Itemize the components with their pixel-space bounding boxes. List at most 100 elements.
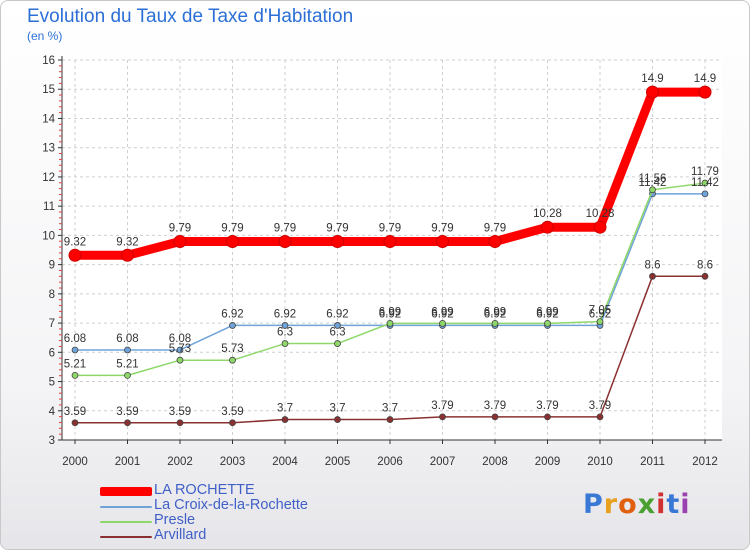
plot-area (62, 60, 722, 440)
data-point-la-croix-de-la-rochette (229, 322, 236, 329)
data-label-la-rochette: 9.79 (379, 223, 401, 235)
data-point-la-croix-de-la-rochette (334, 322, 341, 329)
y-tick-label: 7 (49, 318, 55, 330)
data-label-arvillard: 3.59 (221, 406, 243, 418)
data-label-arvillard: 8.6 (645, 259, 661, 271)
data-point-arvillard (386, 416, 394, 423)
series-lines (68, 85, 712, 427)
data-label-presle: 11.79 (691, 166, 719, 178)
logo-letter: t (666, 489, 681, 520)
data-label-arvillard: 8.6 (697, 259, 713, 271)
data-label-la-croix-de-la-rochette: 6.08 (116, 333, 138, 345)
data-point-la-rochette (121, 248, 134, 262)
x-tick-label: 2006 (377, 456, 403, 468)
data-label-arvillard: 3.59 (64, 406, 86, 418)
data-label-la-rochette: 9.79 (221, 223, 243, 235)
proxiti-logo: Proxiti (583, 489, 691, 520)
data-point-arvillard (649, 272, 656, 280)
data-label-la-croix-de-la-rochette: 11.42 (691, 177, 719, 189)
data-point-arvillard (229, 419, 236, 427)
y-tick-label: 12 (42, 172, 55, 184)
y-tick-label: 11 (43, 201, 55, 213)
x-tick-label: 2008 (482, 456, 508, 468)
logo-letter: i (656, 489, 667, 520)
data-point-presle (281, 340, 289, 347)
y-tick-label: 14 (42, 113, 55, 125)
data-point-presle (596, 318, 604, 326)
data-point-la-croix-de-la-rochette (701, 190, 709, 198)
data-label-arvillard: 3.59 (116, 406, 138, 418)
data-point-la-croix-de-la-rochette (281, 322, 289, 329)
y-tick-label: 5 (49, 377, 55, 389)
data-point-la-rochette (698, 85, 712, 99)
data-label-la-croix-de-la-rochette: 6.92 (326, 308, 348, 320)
data-label-la-rochette: 9.79 (431, 223, 453, 235)
data-label-la-croix-de-la-rochette: 6.92 (484, 308, 506, 320)
data-point-la-rochette (383, 235, 397, 249)
data-point-la-rochette (226, 235, 239, 249)
data-label-presle: 6.99 (431, 306, 453, 318)
data-label-la-rochette: 10.28 (586, 208, 615, 220)
y-tick-label: 15 (42, 84, 55, 96)
x-tick-label: 2002 (167, 456, 193, 468)
data-label-la-rochette: 9.79 (274, 223, 296, 235)
x-tick-label: 2000 (62, 456, 88, 468)
data-label-la-croix-de-la-rochette: 6.92 (589, 308, 611, 320)
y-tick-label: 16 (42, 55, 55, 67)
data-point-presle (176, 356, 184, 364)
data-point-la-rochette (331, 235, 344, 249)
y-tick-label: 13 (42, 143, 55, 155)
data-label-presle: 6.99 (536, 306, 558, 318)
logo-letter: r (603, 489, 619, 520)
data-label-la-croix-de-la-rochette: 6.08 (64, 333, 86, 345)
logo-letter: P (583, 489, 604, 520)
data-label-la-rochette: 10.28 (533, 208, 562, 220)
data-point-arvillard (334, 416, 341, 423)
legend-swatch (100, 506, 152, 508)
x-tick-label: 2001 (115, 456, 141, 468)
data-point-la-rochette (541, 220, 554, 234)
data-point-la-rochette (488, 235, 502, 249)
data-point-la-croix-de-la-rochette (71, 346, 79, 354)
data-label-arvillard: 3.7 (330, 403, 346, 415)
data-label-presle: 6.3 (277, 327, 293, 339)
legend-label: LA ROCHETTE (154, 482, 255, 498)
legend-label: Arvillard (154, 527, 207, 543)
logo-letter: i (680, 489, 691, 520)
data-label-la-rochette: 9.79 (484, 223, 506, 235)
data-point-presle (544, 319, 551, 327)
data-point-presle (649, 186, 656, 194)
data-label-arvillard: 3.79 (536, 400, 558, 412)
data-point-la-rochette (593, 220, 607, 234)
data-point-arvillard (491, 413, 499, 421)
chart-title: Evolution du Taux de Taxe d'Habitation (27, 6, 354, 27)
data-label-la-croix-de-la-rochette: 6.92 (536, 308, 558, 320)
data-point-arvillard (176, 419, 184, 427)
data-label-arvillard: 3.7 (382, 403, 398, 415)
legend-swatch (100, 536, 152, 538)
data-label-presle: 5.73 (221, 343, 243, 355)
data-label-presle: 6.3 (330, 327, 346, 339)
data-labels: 3.59 3.59 3.59 3.59 3.7 3.7 3.7 3.79 3.79 3.79 3.7… (64, 73, 719, 418)
data-label-presle: 11.56 (639, 173, 667, 185)
data-label-la-rochette: 9.79 (169, 223, 191, 235)
y-tick-label: 8 (49, 289, 55, 301)
data-point-arvillard (281, 416, 289, 423)
y-tick-label: 6 (49, 347, 55, 359)
x-tick-label: 2009 (535, 456, 561, 468)
x-tick-label: 2005 (325, 456, 351, 468)
data-point-arvillard (596, 413, 604, 421)
y-tick-label: 3 (49, 435, 55, 447)
y-tick-label: 4 (49, 406, 56, 418)
data-point-presle (439, 319, 446, 327)
data-point-arvillard (544, 413, 551, 421)
data-point-la-croix-de-la-rochette (176, 346, 184, 354)
data-label-la-croix-de-la-rochette: 6.92 (221, 308, 243, 320)
y-tick-label: 10 (42, 230, 55, 242)
data-label-la-rochette: 9.79 (326, 223, 348, 235)
data-point-la-rochette (646, 85, 659, 99)
data-point-presle (701, 179, 709, 187)
legend-label: La Croix-de-la-Rochette (154, 497, 308, 513)
data-label-presle: 6.99 (484, 306, 506, 318)
